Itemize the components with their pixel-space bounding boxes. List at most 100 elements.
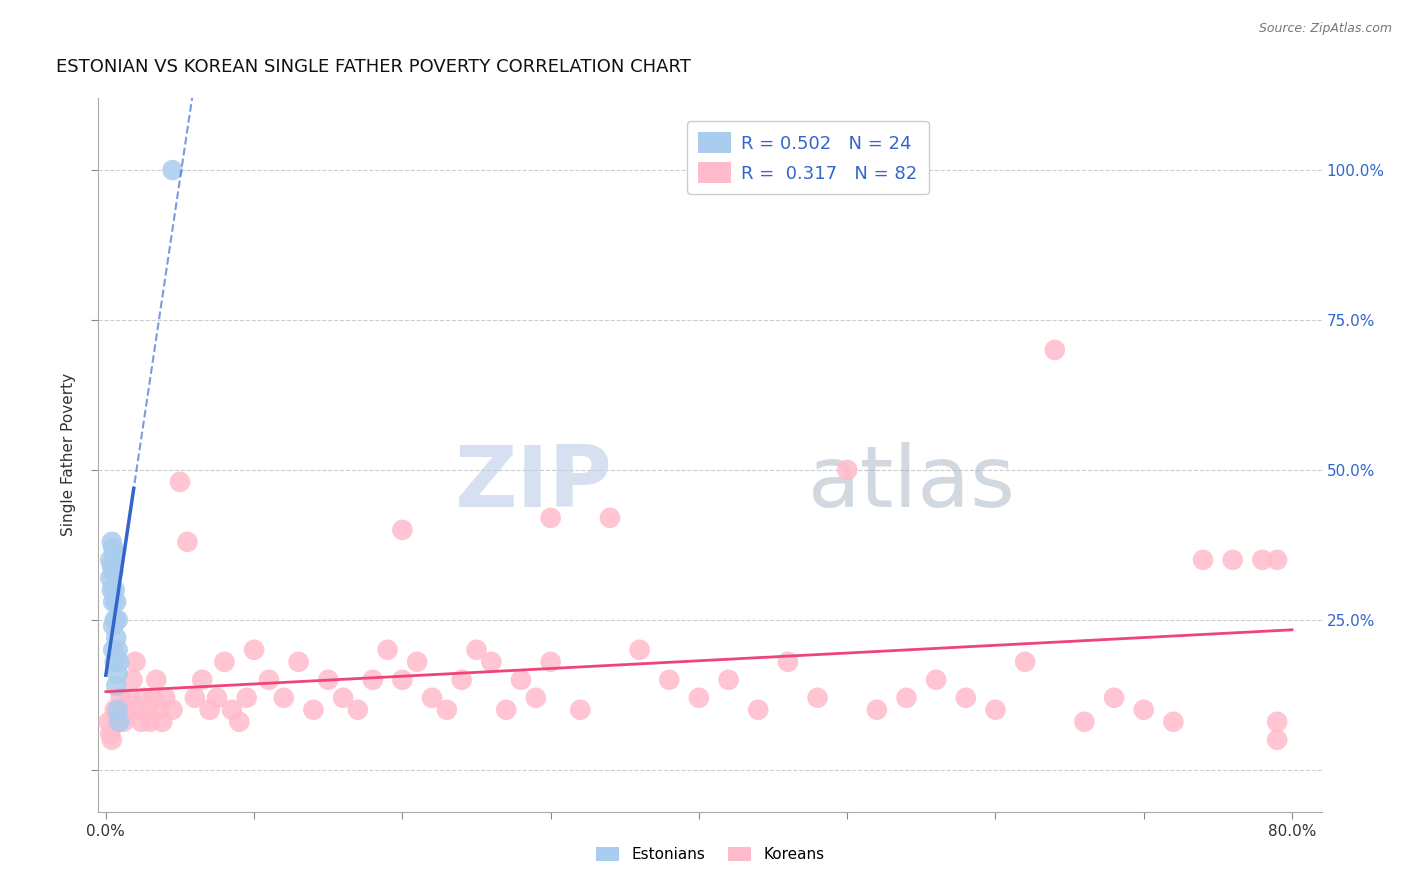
Point: [118, 690, 141, 705]
Point: [1163, 714, 1185, 729]
Point: [100, 534, 122, 549]
Point: [837, 463, 859, 477]
Point: [450, 673, 472, 687]
Point: [316, 673, 339, 687]
Text: Source: ZipAtlas.com: Source: ZipAtlas.com: [1258, 22, 1392, 36]
Point: [162, 703, 184, 717]
Point: [103, 565, 125, 579]
Point: [103, 619, 125, 633]
Point: [406, 655, 429, 669]
Point: [214, 655, 236, 669]
Point: [287, 655, 309, 669]
Point: [540, 511, 562, 525]
Legend: Estonians, Koreans: Estonians, Koreans: [591, 841, 830, 868]
Point: [107, 642, 129, 657]
Point: [104, 547, 127, 561]
Point: [1265, 553, 1288, 567]
Point: [103, 541, 125, 555]
Point: [628, 642, 651, 657]
Point: [377, 642, 399, 657]
Point: [866, 703, 889, 717]
Point: [302, 703, 325, 717]
Point: [142, 690, 165, 705]
Point: [100, 732, 122, 747]
Text: atlas: atlas: [808, 442, 1017, 525]
Point: [747, 703, 769, 717]
Point: [121, 673, 143, 687]
Point: [107, 714, 129, 729]
Point: [107, 666, 129, 681]
Point: [391, 673, 413, 687]
Point: [1222, 553, 1244, 567]
Point: [273, 690, 295, 705]
Point: [107, 703, 129, 717]
Point: [98, 553, 121, 567]
Point: [105, 595, 128, 609]
Point: [104, 582, 127, 597]
Point: [115, 703, 138, 717]
Point: [148, 703, 170, 717]
Point: [162, 163, 184, 178]
Point: [465, 642, 488, 657]
Point: [169, 475, 191, 489]
Point: [104, 703, 127, 717]
Point: [776, 655, 799, 669]
Point: [98, 727, 121, 741]
Point: [153, 690, 176, 705]
Point: [599, 511, 621, 525]
Point: [1192, 553, 1215, 567]
Point: [150, 714, 173, 729]
Point: [243, 642, 266, 657]
Point: [925, 673, 948, 687]
Point: [108, 714, 131, 729]
Point: [228, 714, 250, 729]
Point: [184, 690, 207, 705]
Point: [104, 655, 127, 669]
Point: [107, 613, 129, 627]
Point: [1014, 655, 1036, 669]
Point: [134, 690, 156, 705]
Point: [112, 714, 135, 729]
Point: [100, 558, 122, 573]
Point: [145, 673, 167, 687]
Point: [257, 673, 280, 687]
Point: [510, 673, 533, 687]
Point: [332, 690, 354, 705]
Point: [136, 703, 159, 717]
Point: [1132, 703, 1154, 717]
Point: [524, 690, 547, 705]
Point: [984, 703, 1007, 717]
Point: [198, 703, 221, 717]
Point: [569, 703, 592, 717]
Point: [540, 655, 562, 669]
Point: [191, 673, 214, 687]
Point: [1102, 690, 1125, 705]
Point: [1251, 553, 1274, 567]
Point: [420, 690, 443, 705]
Point: [139, 714, 162, 729]
Point: [104, 613, 127, 627]
Point: [1265, 732, 1288, 747]
Point: [436, 703, 458, 717]
Point: [105, 631, 128, 645]
Point: [131, 714, 153, 729]
Point: [103, 642, 125, 657]
Point: [124, 655, 146, 669]
Point: [806, 690, 828, 705]
Point: [347, 703, 370, 717]
Point: [97, 714, 120, 729]
Point: [479, 655, 502, 669]
Point: [1265, 714, 1288, 729]
Point: [658, 673, 681, 687]
Text: ZIP: ZIP: [454, 442, 612, 525]
Point: [1043, 343, 1066, 357]
Point: [955, 690, 977, 705]
Point: [98, 571, 121, 585]
Point: [495, 703, 517, 717]
Point: [235, 690, 257, 705]
Y-axis label: Single Father Poverty: Single Father Poverty: [60, 374, 76, 536]
Point: [127, 703, 149, 717]
Point: [105, 679, 128, 693]
Point: [717, 673, 740, 687]
Point: [688, 690, 710, 705]
